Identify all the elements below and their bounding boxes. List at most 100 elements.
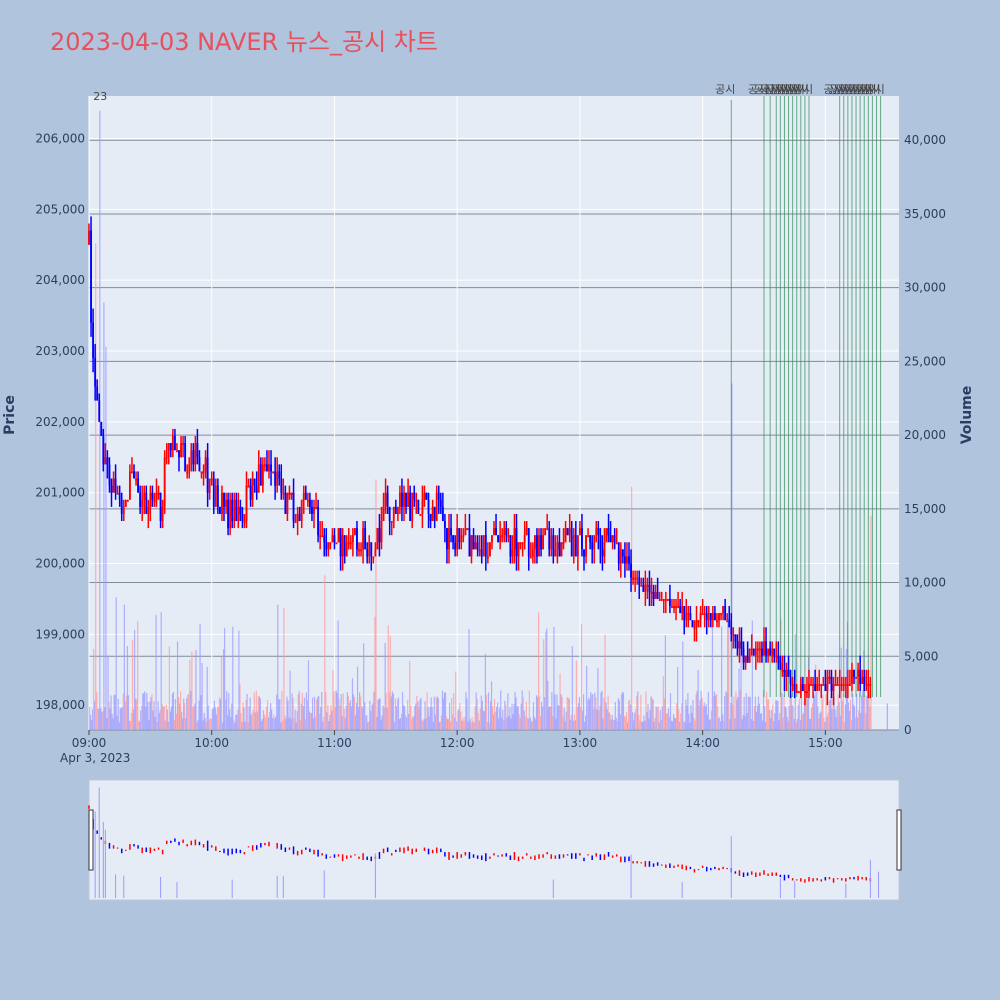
volume-bar (387, 625, 389, 730)
volume-bar (348, 702, 350, 730)
volume-bar (89, 706, 91, 730)
volume-bar (774, 713, 776, 730)
candle-up (578, 528, 581, 536)
candle-up (671, 606, 673, 609)
volume-bar (870, 516, 872, 730)
candle-down (452, 535, 455, 543)
candle-up (767, 648, 770, 656)
candle-up (619, 549, 622, 564)
volume-bar (407, 699, 409, 730)
volume-bar (406, 717, 408, 730)
volume-bar (241, 721, 243, 730)
volume-bar (92, 709, 94, 730)
volume-bar (157, 701, 159, 730)
volume-bar (505, 704, 507, 730)
volume-bar (575, 660, 578, 730)
volume-bar (697, 669, 699, 730)
volume-bar (622, 692, 625, 730)
volume-bar (384, 642, 386, 730)
volume-bar (842, 694, 844, 730)
volume-bar (686, 705, 688, 730)
volume-bar (537, 612, 540, 730)
candle-down (102, 436, 105, 465)
volume-bar (464, 716, 466, 730)
candle-up (603, 542, 606, 557)
candle-up (754, 648, 757, 656)
volume-bar (368, 721, 370, 730)
range-slider-left-handle[interactable] (88, 809, 94, 871)
volume-bar (780, 619, 782, 730)
volume-bar (813, 693, 815, 730)
candle-up (353, 528, 356, 536)
candle-up (245, 485, 248, 522)
y2-tick-label: 0 (904, 723, 912, 737)
volume-bar (378, 698, 380, 730)
candle-up (855, 676, 857, 679)
candle-up (421, 499, 424, 514)
volume-bar (720, 721, 722, 730)
volume-bar (731, 383, 733, 730)
candle-up (538, 535, 540, 557)
candle-up (826, 676, 829, 692)
volume-bar (629, 699, 631, 730)
volume-bar (325, 691, 327, 730)
disclosure-annotation-label: 공시 (760, 83, 780, 96)
volume-bar (114, 694, 116, 730)
volume-bar (533, 716, 536, 730)
candle-up (233, 499, 236, 522)
candle-down (266, 464, 268, 472)
volume-bar (649, 709, 651, 730)
volume-bar (337, 620, 339, 730)
volume-bar (323, 716, 325, 730)
volume-bar (729, 719, 731, 730)
disclosure-annotation-label: 공시 (793, 83, 813, 96)
range-slider-right-handle[interactable] (896, 809, 902, 871)
volume-bar (380, 719, 382, 730)
volume-bar (400, 713, 403, 730)
volume-bar (275, 716, 277, 730)
volume-bar (822, 695, 824, 730)
candle-up (128, 471, 131, 500)
volume-bar (232, 626, 234, 730)
volume-bar (288, 717, 290, 730)
volume-bar (867, 685, 869, 730)
volume-bar (605, 702, 607, 730)
y-axis-title: Price (2, 395, 18, 435)
volume-bar (413, 716, 415, 730)
volume-bar (834, 709, 836, 730)
disclosure-annotation-label: 공시 (777, 83, 797, 96)
volume-bar (322, 721, 324, 730)
candle-down (388, 506, 391, 522)
volume-bar (708, 719, 710, 730)
volume-bar (519, 717, 521, 730)
candle-up (104, 457, 107, 465)
volume-bar (164, 720, 166, 730)
chart-title: 2023-04-03 NAVER 뉴스_공시 차트 (50, 28, 438, 56)
candle-up (799, 683, 802, 692)
volume-bar (589, 699, 591, 730)
volume-bar (109, 708, 111, 730)
volume-bar (95, 243, 97, 730)
volume-bar (804, 698, 807, 730)
candle-up (711, 613, 714, 621)
candle-up (636, 577, 639, 580)
range-slider[interactable] (88, 779, 902, 901)
volume-bar (175, 713, 178, 730)
candle-up (229, 499, 232, 529)
volume-bar (689, 722, 691, 730)
volume-bar (591, 694, 593, 730)
volume-bar (868, 694, 870, 730)
volume-bar (270, 703, 272, 730)
volume-bar (737, 696, 739, 730)
candle-down (366, 549, 369, 557)
candle-up (513, 528, 516, 550)
volume-bar (307, 660, 310, 730)
volume-bar (152, 710, 154, 730)
candle-down (734, 634, 737, 642)
volume-bar (312, 718, 315, 730)
volume-bar (738, 668, 740, 730)
disclosure-annotation-label: 공시 (828, 83, 848, 96)
volume-bar (578, 697, 581, 730)
disclosure-annotation-label: 공시 (848, 83, 868, 96)
candle-down (668, 598, 671, 607)
